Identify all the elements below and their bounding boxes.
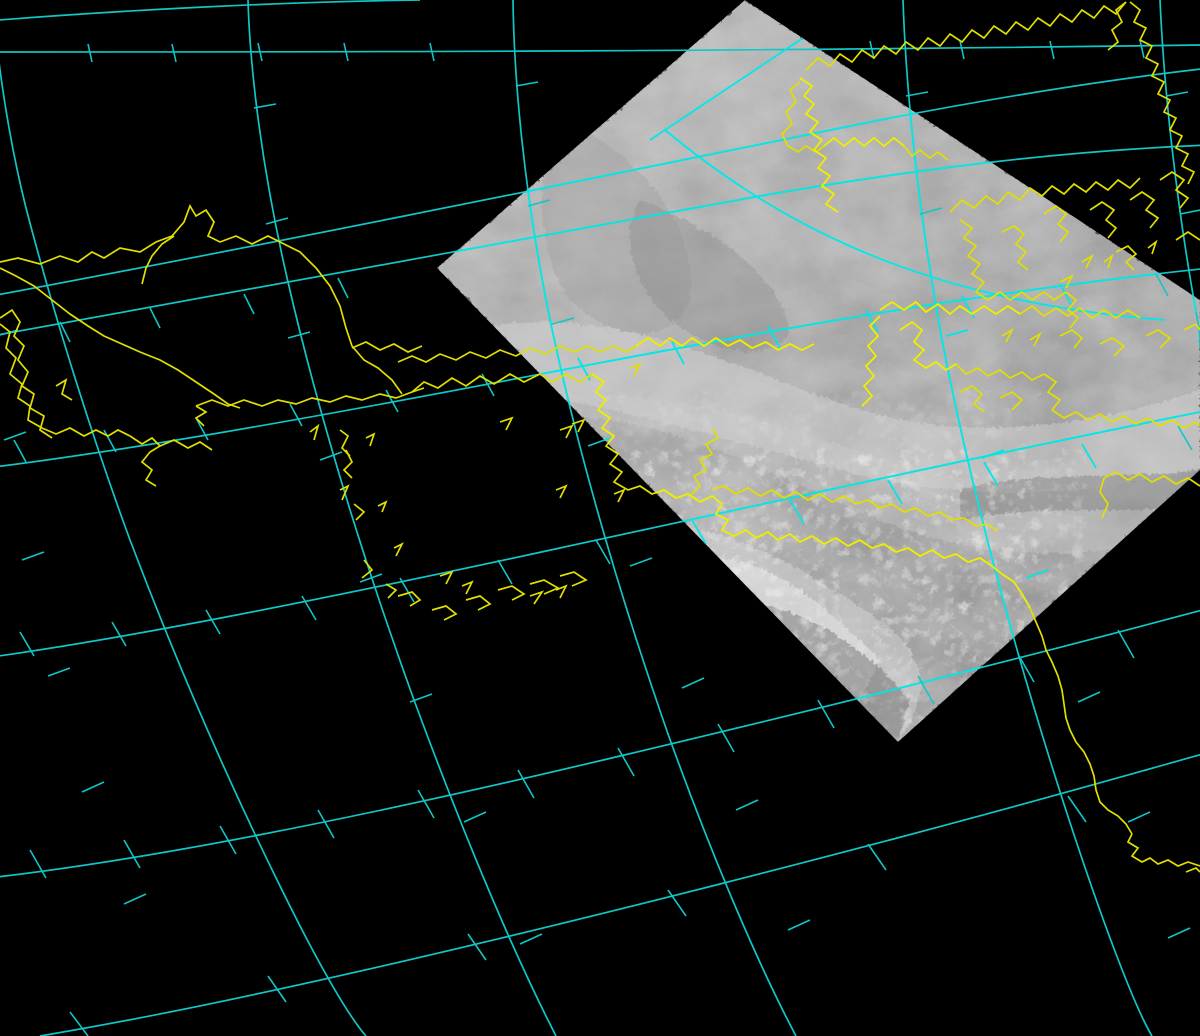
map-canvas[interactable]: Polar Stereographic Satellite Swath Over… (0, 0, 1200, 1036)
map-svg[interactable] (0, 0, 1200, 1036)
